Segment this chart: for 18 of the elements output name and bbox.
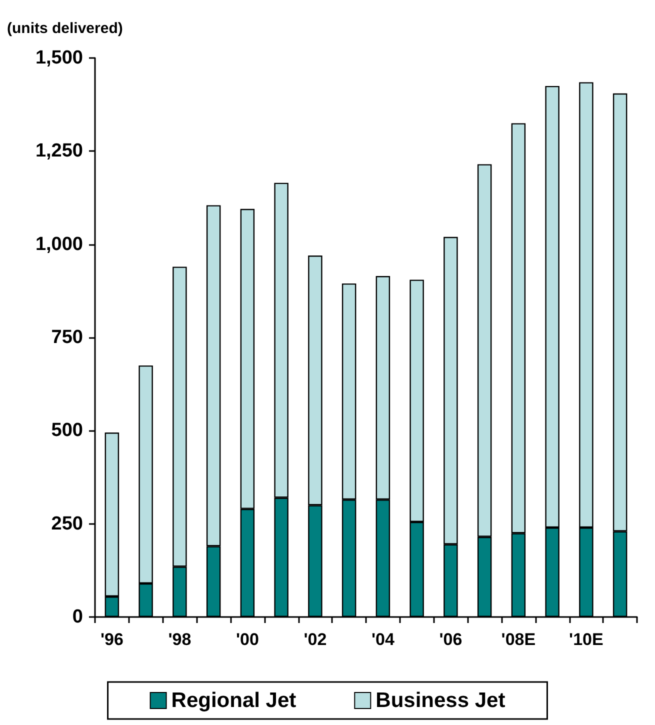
legend-label: Business Jet (376, 689, 506, 712)
y-tick-label: 500 (51, 420, 83, 442)
x-tick-label: '08E (501, 630, 536, 649)
x-tick-label: '06 (439, 630, 462, 649)
legend-label: Regional Jet (171, 689, 296, 712)
y-tick-label: 0 (72, 606, 83, 628)
y-axis-title: (units delivered) (7, 20, 123, 37)
x-tick-label: '96 (100, 630, 124, 649)
y-tick-label: 1,500 (35, 48, 83, 68)
x-tick-label: '00 (236, 630, 259, 649)
y-tick-label: 750 (51, 327, 83, 348)
x-tick-label: '10E (569, 630, 604, 649)
y-tick-label: 1,250 (35, 140, 83, 162)
y-tick-label: 250 (51, 513, 83, 534)
x-tick-label: '02 (304, 630, 327, 649)
y-tick-label: 1,000 (35, 234, 83, 255)
x-tick-label: '04 (371, 630, 395, 649)
x-tick-label: '98 (168, 630, 192, 649)
